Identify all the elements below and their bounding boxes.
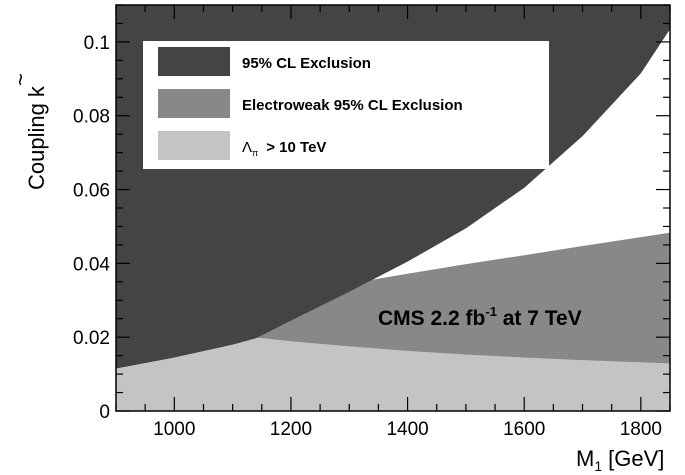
y-tick-label-5: 0.1 bbox=[84, 33, 110, 54]
x-tick-label-1200: 1200 bbox=[270, 419, 312, 440]
cms-annotation: CMS 2.2 fb-1 at 7 TeV bbox=[378, 304, 582, 330]
y-axis-title-tilde: ~ bbox=[8, 73, 33, 86]
annotation-superscript: -1 bbox=[485, 304, 497, 319]
y-axis-title: Coupling k ~ bbox=[8, 73, 49, 190]
x-axis-title-subscript: 1 bbox=[594, 458, 602, 474]
legend-label-electroweak: Electroweak 95% CL Exclusion bbox=[242, 97, 463, 114]
lambda-pi-region bbox=[116, 316, 670, 411]
y-axis-title-text: Coupling bbox=[24, 103, 49, 190]
annotation-suffix: at 7 TeV bbox=[497, 307, 582, 330]
legend-swatch-electroweak bbox=[158, 89, 230, 118]
annotation-prefix: CMS 2.2 fb bbox=[378, 307, 485, 330]
y-tick-label-3: 0.06 bbox=[73, 181, 110, 202]
y-tick-label-2: 0.04 bbox=[73, 254, 110, 275]
x-tick-label-1800: 1800 bbox=[620, 419, 662, 440]
y-axis-title-symbol: k bbox=[24, 85, 49, 97]
x-axis-title: M1 [GeV] bbox=[576, 446, 664, 474]
y-axis: 0 0.02 0.04 0.06 0.08 0.1 bbox=[73, 4, 670, 423]
lambda-threshold: > 10 TeV bbox=[266, 139, 326, 156]
lambda-symbol: Λ bbox=[242, 139, 252, 156]
y-tick-label-4: 0.08 bbox=[73, 107, 110, 128]
y-tick-label-1: 0.02 bbox=[73, 328, 110, 349]
x-tick-label-1400: 1400 bbox=[386, 419, 428, 440]
lambda-subscript: π bbox=[252, 148, 258, 158]
legend-swatch-lambda-pi bbox=[158, 131, 230, 160]
y-tick-label-0: 0 bbox=[99, 402, 110, 423]
x-axis: 1000 1200 1400 1600 1800 bbox=[115, 5, 671, 440]
x-axis-title-unit: [GeV] bbox=[608, 446, 664, 471]
x-axis-title-symbol: M bbox=[576, 446, 594, 471]
x-tick-label-1000: 1000 bbox=[153, 419, 195, 440]
x-tick-label-1600: 1600 bbox=[503, 419, 545, 440]
legend-label-cl-exclusion: 95% CL Exclusion bbox=[242, 55, 371, 72]
legend-swatch-cl-exclusion bbox=[158, 47, 230, 76]
legend-label-lambda-pi: Λπ > 10 TeV bbox=[242, 139, 326, 158]
legend: 95% CL Exclusion Electroweak 95% CL Excl… bbox=[143, 41, 549, 169]
svg-text:Couplingk: Coupling k bbox=[24, 85, 49, 190]
